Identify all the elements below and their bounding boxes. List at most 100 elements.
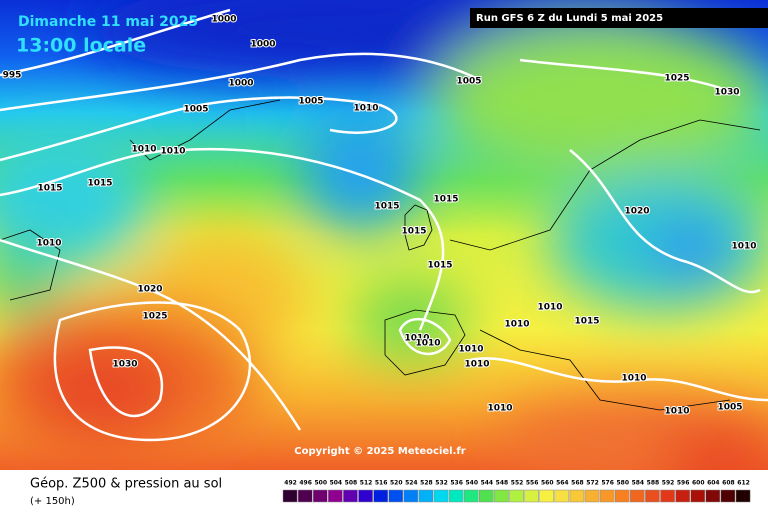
legend-swatch bbox=[599, 489, 615, 503]
legend-swatch bbox=[388, 489, 404, 503]
local-time: 13:00 locale bbox=[16, 35, 146, 57]
copyright: Copyright © 2025 Meteociel.fr bbox=[294, 446, 465, 457]
legend-level: 592 bbox=[662, 480, 675, 487]
legend-level: 572 bbox=[586, 480, 599, 487]
legend-level: 516 bbox=[375, 480, 388, 487]
isobar-label: 1010 bbox=[160, 147, 185, 157]
legend-swatch bbox=[675, 489, 690, 503]
isobar-label: 1010 bbox=[353, 104, 378, 114]
isobar-label: 1020 bbox=[137, 285, 162, 295]
isobar-label: 1015 bbox=[433, 195, 458, 205]
legend-swatch bbox=[358, 489, 373, 503]
isobar-label: 1015 bbox=[401, 227, 426, 237]
isobar-label: 1010 bbox=[404, 334, 429, 344]
legend: 492 496 500 504 508 512 516 520 524 528 532 536 540 5… bbox=[282, 480, 751, 503]
legend-swatch bbox=[690, 489, 706, 503]
legend-level: 608 bbox=[722, 480, 735, 487]
isobar-label: 1010 bbox=[487, 404, 512, 414]
legend-level: 520 bbox=[390, 480, 403, 487]
legend-level: 604 bbox=[707, 480, 720, 487]
isobar-label: 1005 bbox=[298, 97, 323, 107]
legend-level: 532 bbox=[435, 480, 448, 487]
legend-swatch bbox=[297, 489, 313, 503]
legend-swatch bbox=[720, 489, 736, 503]
legend-level: 528 bbox=[420, 480, 433, 487]
isobar-label: 1015 bbox=[427, 261, 452, 271]
legend-level: 508 bbox=[345, 480, 358, 487]
legend-swatch bbox=[328, 489, 343, 503]
isobar-label: 1010 bbox=[415, 339, 440, 349]
legend-level: 544 bbox=[481, 480, 494, 487]
date: Dimanche 11 mai 2025 bbox=[18, 14, 198, 30]
legend-level: 584 bbox=[632, 480, 645, 487]
legend-swatch bbox=[554, 489, 570, 503]
isobar-label: 1025 bbox=[664, 74, 689, 84]
isobar-label: 1000 bbox=[228, 79, 253, 89]
isobar-label: 1010 bbox=[731, 242, 756, 252]
legend-swatch bbox=[705, 489, 721, 503]
legend-level: 596 bbox=[677, 480, 690, 487]
legend-swatch bbox=[282, 489, 298, 503]
isobar-label: 1015 bbox=[87, 179, 112, 189]
isobar-label: 1030 bbox=[112, 360, 137, 370]
isobar-label: 1010 bbox=[621, 374, 646, 384]
field bbox=[0, 0, 768, 470]
legend-swatch bbox=[614, 489, 630, 503]
legend-level: 524 bbox=[405, 480, 418, 487]
isobar-label: 1010 bbox=[131, 145, 156, 155]
legend-level: 568 bbox=[571, 480, 584, 487]
legend-swatch bbox=[630, 489, 645, 503]
legend-level: 552 bbox=[511, 480, 524, 487]
isobar-label: 995 bbox=[3, 71, 22, 81]
footer-title: Géop. Z500 & pression au sol bbox=[30, 477, 222, 492]
legend-swatch bbox=[735, 489, 751, 503]
legend-swatch bbox=[373, 489, 388, 503]
run-info: Run GFS 6 Z du Lundi 5 mai 2025 bbox=[476, 13, 663, 24]
legend-level: 564 bbox=[556, 480, 569, 487]
isobar-label: 1000 bbox=[250, 40, 275, 50]
legend-swatch bbox=[494, 489, 509, 503]
legend-level: 548 bbox=[496, 480, 509, 487]
legend-swatch bbox=[509, 489, 524, 503]
legend-level: 540 bbox=[465, 480, 478, 487]
isobar-label: 1015 bbox=[37, 184, 62, 194]
isobar-label: 1010 bbox=[464, 360, 489, 370]
legend-level: 512 bbox=[360, 480, 373, 487]
legend-swatch bbox=[312, 489, 328, 503]
isobar-label: 1025 bbox=[142, 312, 167, 322]
legend-level: 580 bbox=[616, 480, 629, 487]
legend-swatch bbox=[524, 489, 539, 503]
legend-swatch bbox=[448, 489, 464, 503]
legend-level: 496 bbox=[299, 480, 312, 487]
isobar-label: 1010 bbox=[36, 239, 61, 249]
legend-level: 600 bbox=[692, 480, 705, 487]
legend-swatch bbox=[539, 489, 555, 503]
legend-swatch bbox=[403, 489, 419, 503]
isobar-label: 1005 bbox=[183, 105, 208, 115]
legend-swatch bbox=[479, 489, 494, 503]
isobar-label: 1010 bbox=[537, 303, 562, 313]
legend-level: 612 bbox=[737, 480, 750, 487]
isobar-label: 1000 bbox=[211, 15, 236, 25]
legend-level: 556 bbox=[526, 480, 539, 487]
isobar-label: 1005 bbox=[456, 77, 481, 87]
legend-level: 500 bbox=[314, 480, 327, 487]
isobar-label: 1010 bbox=[664, 407, 689, 417]
legend-swatch bbox=[584, 489, 600, 503]
legend-swatch bbox=[645, 489, 660, 503]
legend-swatch bbox=[418, 489, 434, 503]
legend-swatch bbox=[569, 489, 585, 503]
legend-swatch bbox=[660, 489, 675, 503]
isobars bbox=[0, 8, 768, 442]
legend-level: 504 bbox=[330, 480, 343, 487]
isobar-label: 1015 bbox=[374, 202, 399, 212]
isobar-label: 1015 bbox=[574, 317, 599, 327]
legend-level: 576 bbox=[601, 480, 614, 487]
legend-level: 536 bbox=[450, 480, 463, 487]
isobar-label: 1005 bbox=[717, 403, 742, 413]
isobar-label: 1030 bbox=[714, 88, 739, 98]
legend-level: 588 bbox=[647, 480, 660, 487]
legend-swatch bbox=[343, 489, 358, 503]
legend-swatch bbox=[433, 489, 449, 503]
